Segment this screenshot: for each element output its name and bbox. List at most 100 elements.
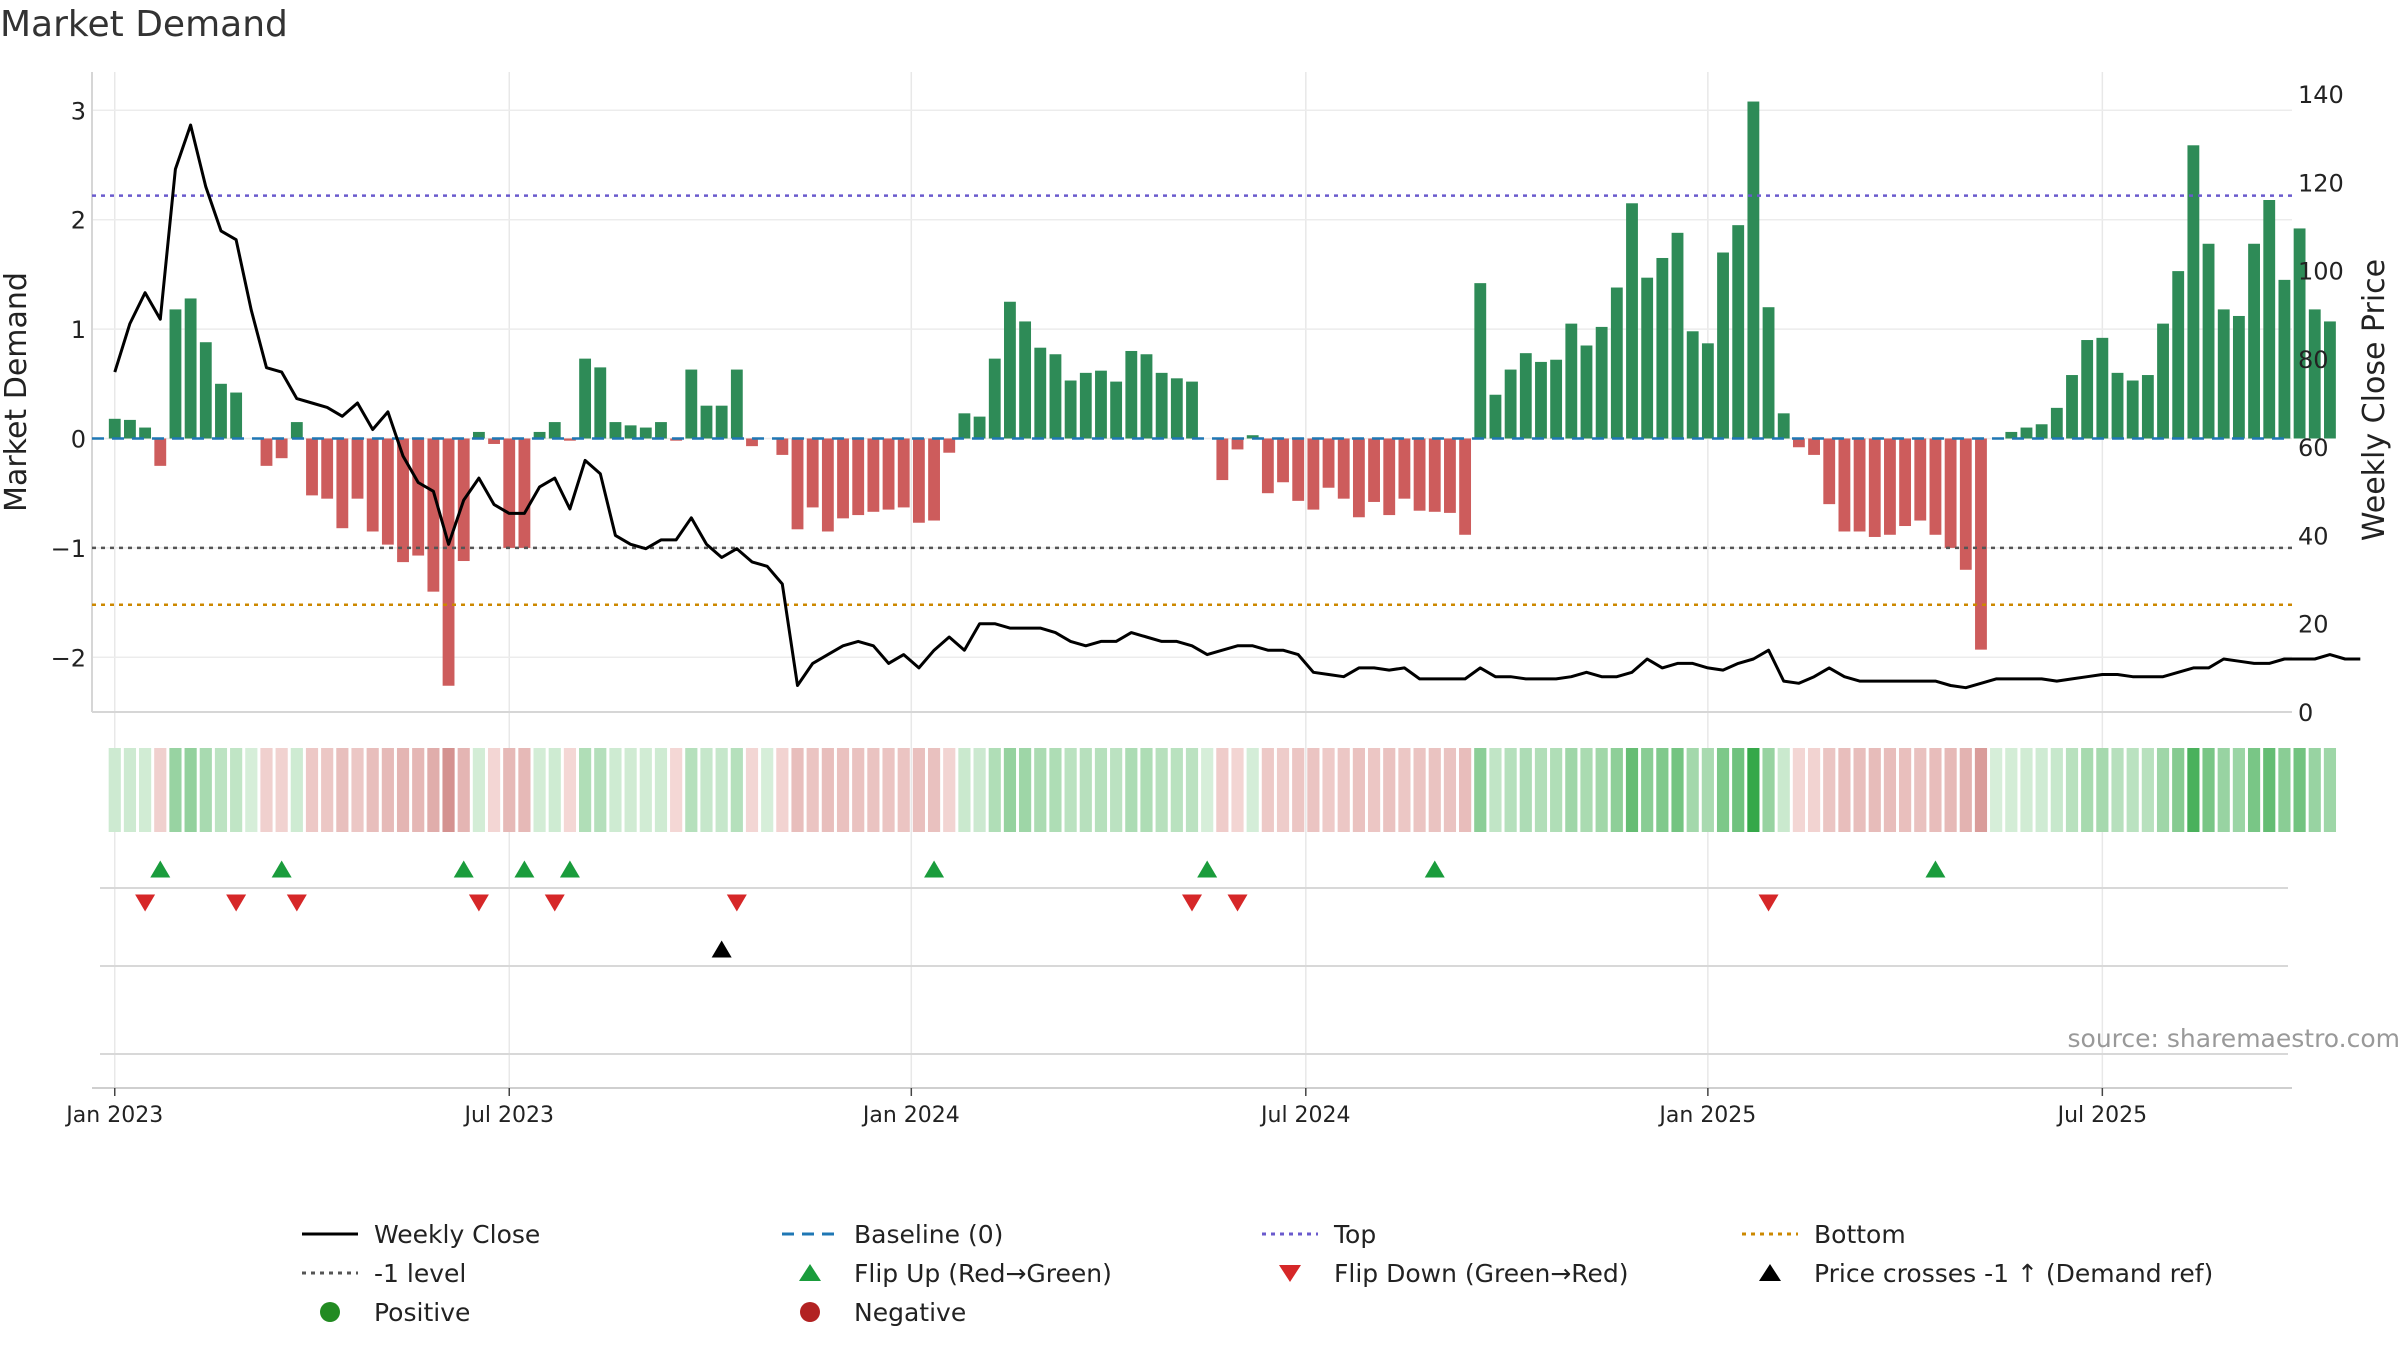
legend-item-close: Weekly Close: [300, 1214, 540, 1254]
price-cross-marker: [711, 940, 732, 958]
demand-bar: [2157, 323, 2169, 439]
legend-label: Positive: [374, 1297, 471, 1327]
heat-cell: [1929, 748, 1942, 832]
heat-cell: [1990, 748, 2003, 832]
demand-bar: [1368, 438, 1380, 502]
demand-bar: [1231, 438, 1244, 450]
legend-label: Weekly Close: [374, 1219, 541, 1249]
heat-cell: [2020, 748, 2033, 832]
demand-bar: [1034, 347, 1047, 439]
demand-bar: [1944, 438, 1957, 548]
legend-label: Flip Up (Red→Green): [854, 1258, 1112, 1288]
heat-cell: [867, 748, 880, 832]
heat-cell: [1974, 748, 1988, 832]
demand-bar: [1504, 369, 1517, 439]
heat-cell: [1125, 748, 1138, 832]
heat-cell: [2293, 748, 2306, 832]
demand-bar: [1383, 438, 1396, 516]
heat-cell: [336, 748, 349, 832]
y2-tick-label: 100: [2298, 258, 2344, 286]
x-tick-label: Jan 2025: [1657, 1103, 1756, 1128]
heat-cell: [791, 748, 804, 832]
heat-cell: [1246, 748, 1259, 832]
y-tick-label: 3: [71, 97, 86, 125]
x-tick-label: Jan 2023: [64, 1103, 163, 1128]
demand-bar: [1019, 321, 1032, 439]
heat-cell: [1443, 748, 1457, 832]
demand-bar: [746, 438, 758, 447]
heat-cell: [1883, 748, 1897, 832]
heat-cell: [2065, 748, 2079, 832]
heat-cell: [199, 748, 212, 832]
heat-cell: [290, 748, 303, 832]
demand-bar: [897, 438, 910, 508]
legend-marker: [1742, 1232, 1798, 1236]
demand-bar: [1322, 438, 1335, 488]
heat-cell: [2050, 748, 2063, 832]
demand-bar: [1428, 438, 1441, 512]
demand-bar: [1626, 203, 1638, 439]
legend-label: Bottom: [1814, 1219, 1906, 1249]
heat-cell: [1868, 748, 1881, 832]
demand-bar: [806, 438, 819, 508]
demand-bar: [1398, 438, 1411, 499]
heat-cell: [2172, 748, 2185, 832]
heat-cell: [1641, 748, 1654, 832]
demand-bar: [1838, 438, 1851, 532]
heat-cell: [1292, 748, 1305, 832]
demand-bar: [882, 438, 895, 510]
heat-cell: [1261, 748, 1274, 832]
heat-cell: [1094, 748, 1108, 832]
heat-cell: [139, 748, 152, 832]
demand-bar: [821, 438, 834, 532]
heat-cell: [1610, 748, 1623, 832]
heat-cell: [563, 748, 577, 832]
demand-bar: [715, 405, 728, 439]
heat-cell: [245, 748, 258, 832]
heat-cell: [1337, 748, 1350, 832]
demand-bar: [1565, 323, 1578, 439]
demand-bar: [427, 438, 440, 592]
demand-bar: [442, 438, 455, 686]
legend-marker: [1759, 1264, 1781, 1281]
heat-cell: [2126, 748, 2139, 832]
demand-bar: [943, 438, 956, 453]
demand-bar: [639, 427, 652, 439]
heat-cell: [1352, 748, 1365, 832]
demand-bar: [518, 438, 531, 548]
heat-cell: [1686, 748, 1699, 832]
heat-cell: [609, 748, 622, 832]
demand-bar: [336, 438, 349, 529]
y2-tick-label: 0: [2298, 699, 2313, 727]
demand-bar: [1474, 283, 1487, 439]
heat-cell: [548, 748, 561, 832]
demand-bar: [1004, 301, 1016, 439]
legend-label: Negative: [854, 1297, 967, 1327]
heat-cell: [2232, 748, 2245, 832]
demand-bar: [366, 438, 379, 532]
flip-down-marker: [1182, 894, 1202, 912]
heat-cell: [442, 748, 455, 832]
demand-bar: [1277, 438, 1289, 483]
heat-cell: [685, 748, 698, 832]
demand-bar: [2111, 372, 2124, 439]
heat-cell: [730, 748, 743, 832]
heat-cell: [2111, 748, 2124, 832]
heat-cell: [1944, 748, 1957, 832]
heat-cell: [1959, 748, 1972, 832]
demand-bar: [533, 431, 546, 439]
flip-down-marker: [726, 894, 747, 912]
x-tick-label: Jul 2023: [462, 1103, 554, 1128]
demand-bar: [1064, 380, 1077, 439]
demand-bar: [1307, 438, 1320, 510]
heat-cell: [624, 748, 637, 832]
heat-cell: [381, 748, 394, 832]
heat-cell: [321, 748, 334, 832]
flip-down-marker: [286, 894, 307, 912]
demand-bar: [1140, 354, 1153, 439]
heat-cell: [745, 748, 759, 832]
heat-cell: [654, 748, 668, 832]
flip-up-marker: [1424, 860, 1445, 878]
heat-cell: [912, 748, 925, 832]
heat-cell: [2096, 748, 2109, 832]
